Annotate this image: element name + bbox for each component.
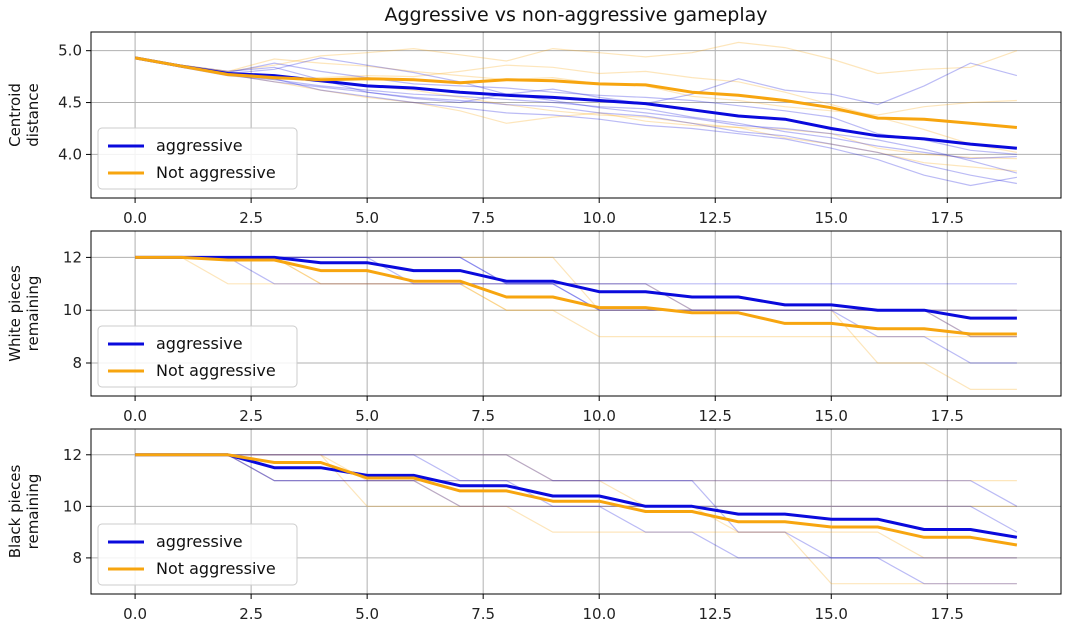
y-tick-label: 4.5 (58, 94, 82, 112)
y-tick-label: 10 (63, 497, 82, 515)
subplot-black: 0.0 2.5 5.0 7.5 10.0 12.5 15.0 17.5 8 10 12 Black p… (6, 428, 1062, 623)
x-tick-label: 2.5 (239, 605, 263, 623)
legend: aggressive Not aggressive (97, 325, 298, 388)
y-axis-label-line: remaining (24, 276, 42, 352)
faint-run-aggressive (135, 454, 1017, 559)
faint-run-aggressive (135, 57, 1018, 106)
x-tick-label: 15.0 (815, 605, 848, 623)
faint-run-aggressive (135, 454, 1018, 533)
subplot-white: 0.0 2.5 5.0 7.5 10.0 12.5 15.0 17.5 8 10 12 White p… (6, 230, 1062, 425)
legend-label: Not aggressive (156, 361, 276, 380)
legend-label: aggressive (156, 334, 243, 353)
legend-box (97, 325, 298, 388)
x-tick-label: 0.0 (123, 407, 147, 425)
x-tick-label: 10.0 (583, 407, 616, 425)
x-tick-label: 12.5 (699, 407, 732, 425)
faint-run-aggressive (134, 57, 1017, 160)
legend-label: aggressive (156, 136, 243, 155)
y-axis-label-line: distance (24, 83, 42, 147)
faint-run-not-aggressive (135, 256, 1017, 338)
x-tick-label: 17.5 (931, 407, 964, 425)
axes-frame (90, 31, 1062, 199)
x-tick-label: 10.0 (583, 605, 616, 623)
y-tick-label: 10 (63, 301, 82, 319)
x-tick-label: 15.0 (815, 407, 848, 425)
y-axis-label-line: White pieces (6, 265, 24, 362)
faint-run-aggressive (135, 454, 1018, 507)
faint-run-aggressive (135, 256, 1017, 364)
faint-run-aggressive (135, 57, 1018, 174)
x-tick-label: 7.5 (471, 407, 495, 425)
x-tick-label: 12.5 (699, 605, 732, 623)
y-axis-label: White piecesremaining (6, 265, 42, 362)
legend-box (97, 127, 298, 190)
x-tick-label: 5.0 (355, 209, 379, 227)
faint-run-not-aggressive (134, 57, 1017, 160)
x-tick-label: 17.5 (931, 605, 964, 623)
series-line-not-aggressive (135, 255, 1017, 336)
x-tick-label: 2.5 (239, 407, 263, 425)
legend-box (97, 523, 298, 586)
axes-frame (90, 230, 1062, 397)
faint-run-not-aggressive (135, 454, 1017, 507)
faint-run-aggressive (134, 57, 1018, 187)
faint-run-not-aggressive (135, 454, 1017, 559)
y-axis-label-line: Centroid (6, 83, 24, 147)
faint-run-aggressive (135, 454, 1017, 585)
y-axis-label-line: Black pieces (6, 465, 24, 559)
x-tick-label: 5.0 (355, 407, 379, 425)
chart-title: Aggressive vs non-aggressive gameplay (384, 4, 767, 26)
legend: aggressive Not aggressive (97, 523, 298, 586)
x-tick-label: 7.5 (471, 209, 495, 227)
y-axis-label: Black piecesremaining (6, 465, 42, 559)
y-tick-label: 12 (63, 446, 82, 464)
legend-label: Not aggressive (156, 163, 276, 182)
series-line-not-aggressive (135, 453, 1018, 547)
x-tick-label: 5.0 (355, 605, 379, 623)
y-tick-label: 4.0 (58, 145, 82, 163)
y-axis-label-line: remaining (24, 474, 42, 550)
faint-run-not-aggressive (135, 41, 1018, 75)
series-line-aggressive (135, 453, 1018, 539)
faint-run-aggressive (134, 57, 1017, 155)
x-tick-label: 0.0 (123, 209, 147, 227)
subplot-centroid: 0.0 2.5 5.0 7.5 10.0 12.5 15.0 17.5 4.0 4.5 5.0 Cen… (6, 31, 1062, 227)
faint-run-not-aggressive (135, 454, 1017, 482)
y-tick-label: 5.0 (58, 42, 82, 60)
x-tick-label: 17.5 (931, 209, 964, 227)
x-tick-label: 7.5 (471, 605, 495, 623)
x-tick-label: 0.0 (123, 605, 147, 623)
series-line-not-aggressive (134, 56, 1018, 129)
x-tick-label: 2.5 (239, 209, 263, 227)
x-tick-label: 15.0 (815, 209, 848, 227)
legend: aggressive Not aggressive (97, 127, 298, 190)
y-tick-label: 8 (72, 354, 82, 372)
x-tick-label: 10.0 (583, 209, 616, 227)
y-tick-label: 12 (63, 248, 82, 266)
faint-run-not-aggressive (135, 57, 1017, 116)
axes-frame (90, 428, 1062, 595)
legend-label: Not aggressive (156, 559, 276, 578)
faint-run-aggressive (134, 57, 1018, 185)
x-tick-label: 12.5 (699, 209, 732, 227)
y-tick-label: 8 (72, 549, 82, 567)
series-line-aggressive (135, 255, 1017, 320)
y-axis-label: Centroiddistance (6, 83, 42, 147)
legend-label: aggressive (156, 532, 243, 551)
faint-run-not-aggressive (135, 454, 1017, 585)
